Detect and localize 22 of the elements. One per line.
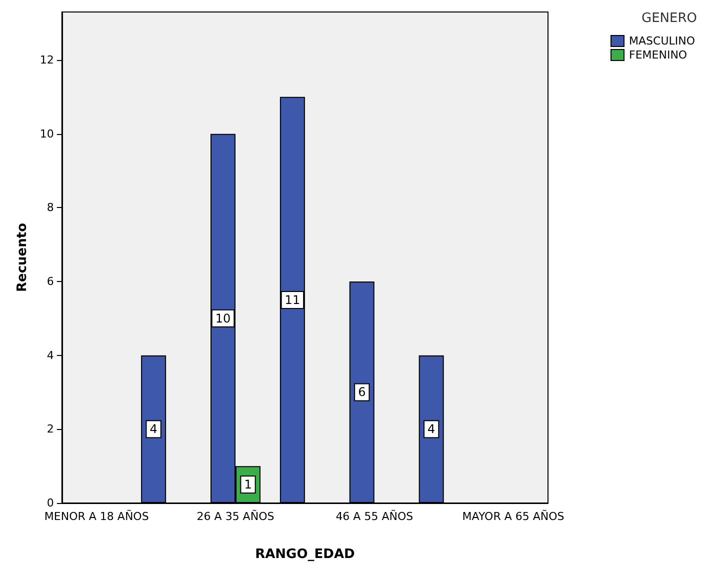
data-label: 6 [358,385,366,400]
legend-title: GENERO [642,11,698,26]
x-axis-title: RANGO_EDAD [255,547,355,562]
x-tick-label: 46 A 55 AÑOS [336,509,414,523]
y-axis-title: Recuento [15,222,30,292]
x-tick-label: MENOR A 18 AÑOS [44,509,149,523]
y-tick-label: 8 [46,201,54,214]
y-tick-label: 0 [46,496,54,510]
data-label: 4 [428,422,436,436]
y-tick-label: 2 [46,422,54,436]
y-tick-label: 4 [46,348,54,362]
data-label: 11 [284,292,300,307]
x-tick-label: 26 A 35 AÑOS [196,509,274,523]
data-label: 10 [215,311,231,326]
data-label: 4 [150,422,158,436]
data-label: 1 [244,478,252,492]
x-tick-label: MAYOR A 65 AÑOS [462,509,564,523]
legend-label: MASCULINO [629,34,696,48]
y-tick-label: 6 [46,274,54,288]
y-tick-label: 10 [40,127,54,140]
legend-label: FEMENINO [629,48,688,62]
y-tick-label: 12 [40,53,54,66]
